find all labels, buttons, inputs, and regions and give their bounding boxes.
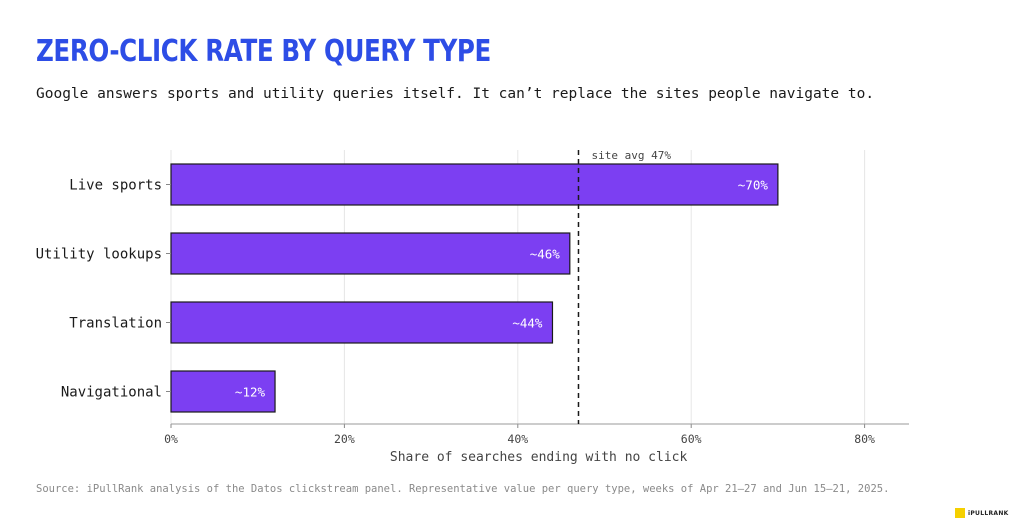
bar	[170, 370, 276, 413]
y-category-label: Utility lookups	[36, 247, 162, 263]
x-tick-label: 0%	[164, 432, 178, 446]
y-category-label: Live sports	[69, 178, 162, 194]
bar-value-label: ~44%	[512, 316, 543, 331]
y-category-label: Navigational	[61, 385, 162, 401]
average-reference-label: site avg 47%	[591, 149, 671, 162]
x-tick-label: 80%	[854, 432, 875, 446]
logo-square-icon	[955, 508, 965, 518]
chart-subtitle: Google answers sports and utility querie…	[36, 86, 875, 102]
x-tick-label: 40%	[507, 432, 528, 446]
bar	[170, 232, 571, 275]
x-tick-label: 60%	[681, 432, 702, 446]
bar	[170, 163, 779, 206]
bar-chart: 0% 20% 40% 60% 80% ~70% Live sports ~46% Utility…	[36, 149, 909, 465]
chart-title: ZERO-CLICK RATE BY QUERY TYPE	[36, 34, 491, 69]
x-axis-title: Share of searches ending with no click	[390, 450, 688, 465]
brand-logo: iPULLRANK	[955, 508, 1009, 518]
logo-text: iPULLRANK	[968, 509, 1009, 517]
source-note: Source: iPullRank analysis of the Datos …	[36, 483, 890, 495]
bar-value-label: ~70%	[738, 178, 769, 193]
bar	[170, 301, 554, 344]
bar-value-label: ~12%	[235, 385, 266, 400]
x-tick-label: 20%	[334, 432, 355, 446]
y-category-label: Translation	[69, 316, 162, 332]
bar-value-label: ~46%	[530, 247, 561, 262]
